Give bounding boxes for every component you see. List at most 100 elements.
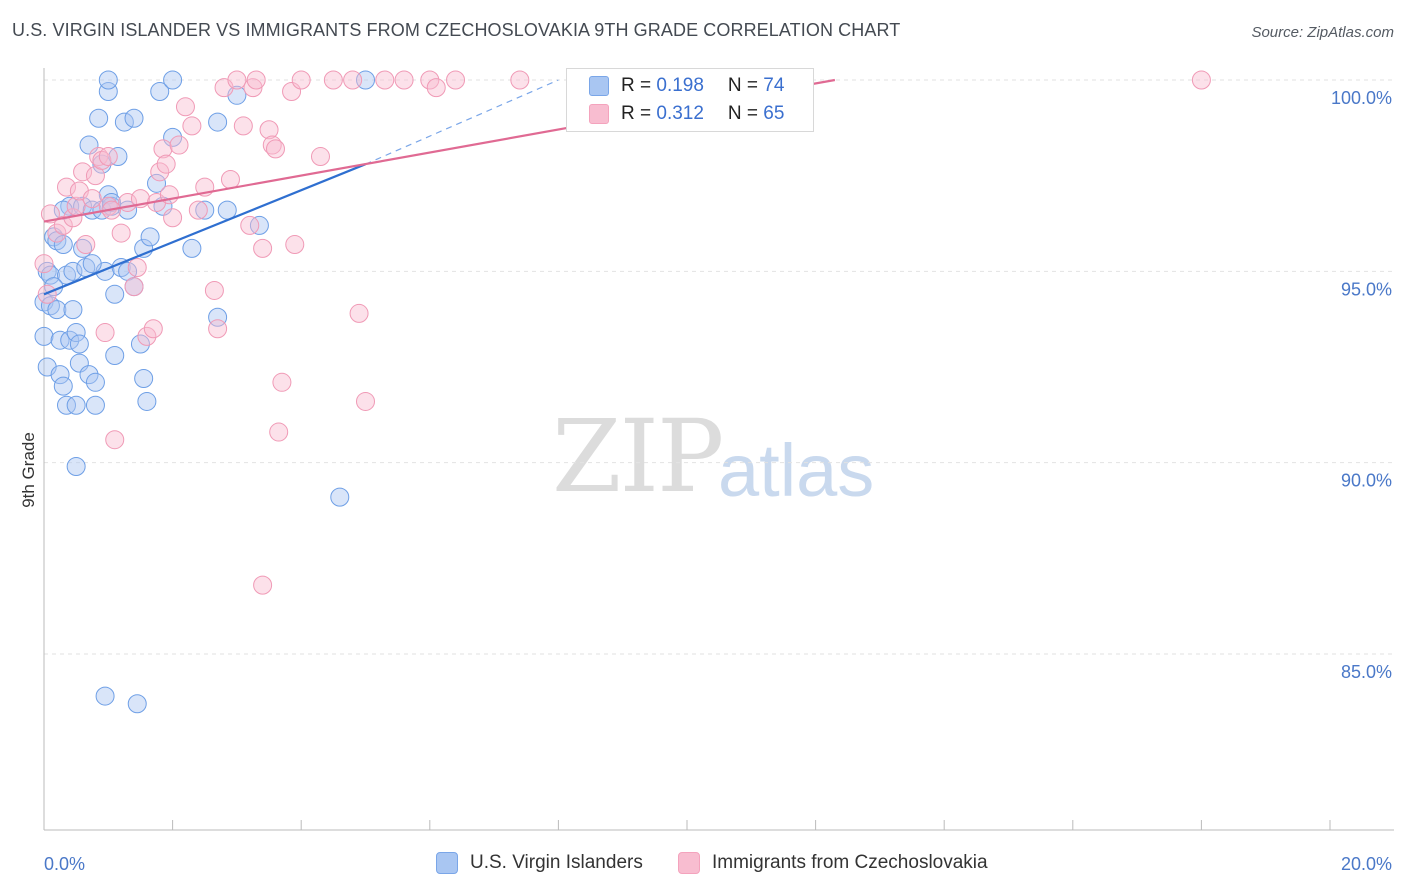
x-tick-label: 20.0%	[1341, 854, 1392, 874]
point-czechoslovakia	[426, 78, 446, 98]
point-czechoslovakia	[510, 70, 530, 90]
data-points	[34, 70, 1211, 714]
point-czechoslovakia	[163, 208, 183, 228]
point-czechoslovakia	[265, 139, 285, 159]
point-czechoslovakia	[259, 120, 279, 140]
series-legend: U.S. Virgin Islanders Immigrants from Cz…	[0, 852, 1406, 878]
point-czechoslovakia	[375, 70, 395, 90]
point-czechoslovakia	[137, 326, 157, 346]
point-virgin-islanders	[102, 192, 122, 212]
legend-row-czechoslovakia: R = 0.312 N = 65	[589, 101, 784, 127]
correlation-legend: R = 0.198 N = 74 R = 0.312 N = 65	[566, 68, 814, 132]
point-virgin-islanders	[105, 284, 125, 304]
point-czechoslovakia	[73, 162, 93, 182]
point-virgin-islanders	[134, 368, 154, 388]
point-virgin-islanders	[114, 112, 134, 132]
point-czechoslovakia	[95, 323, 115, 343]
point-czechoslovakia	[291, 70, 311, 90]
y-tick-label: 85.0%	[1341, 662, 1392, 682]
point-czechoslovakia	[156, 154, 176, 174]
point-virgin-islanders	[53, 376, 73, 396]
point-virgin-islanders	[195, 200, 215, 220]
legend-n-label: N =	[727, 75, 764, 96]
point-czechoslovakia	[446, 70, 466, 90]
point-czechoslovakia	[253, 575, 273, 595]
point-czechoslovakia	[227, 70, 247, 90]
point-virgin-islanders	[330, 487, 350, 507]
legend-r-label: R =	[621, 103, 657, 124]
series-legend-label: Immigrants from Czechoslovakia	[712, 852, 988, 873]
point-virgin-islanders	[85, 395, 105, 415]
point-virgin-islanders	[85, 372, 105, 392]
point-czechoslovakia	[98, 147, 118, 167]
point-czechoslovakia	[53, 215, 73, 235]
point-czechoslovakia	[143, 319, 163, 339]
point-czechoslovakia	[310, 147, 330, 167]
point-czechoslovakia	[175, 97, 195, 117]
point-czechoslovakia	[127, 258, 147, 278]
point-czechoslovakia	[356, 391, 375, 411]
point-virgin-islanders	[208, 307, 228, 327]
point-virgin-islanders	[66, 395, 86, 415]
trend-line-virgin-islanders	[43, 163, 366, 296]
point-czechoslovakia	[323, 70, 343, 90]
point-virgin-islanders	[140, 227, 160, 247]
point-czechoslovakia	[262, 135, 282, 155]
point-czechoslovakia	[169, 135, 189, 155]
series-legend-label: U.S. Virgin Islanders	[470, 852, 643, 873]
point-czechoslovakia	[105, 430, 125, 450]
y-tick-label: 100.0%	[1331, 88, 1392, 108]
point-czechoslovakia	[343, 70, 363, 90]
series-swatch-blue	[436, 852, 458, 874]
point-czechoslovakia	[150, 162, 170, 182]
point-czechoslovakia	[57, 177, 77, 197]
series-legend-item-czechoslovakia: Immigrants from Czechoslovakia	[678, 852, 988, 874]
point-czechoslovakia	[1191, 70, 1211, 90]
watermark-zip: ZIP	[552, 398, 724, 515]
legend-r-value: 0.312	[656, 103, 704, 124]
point-czechoslovakia	[269, 422, 289, 442]
series-swatch-pink	[678, 852, 700, 874]
point-virgin-islanders	[105, 346, 125, 366]
point-czechoslovakia	[204, 280, 224, 300]
point-czechoslovakia	[124, 277, 144, 297]
legend-n-value: 65	[763, 103, 785, 124]
point-virgin-islanders	[40, 265, 60, 285]
point-virgin-islanders	[98, 185, 118, 205]
x-tick-label: 0.0%	[44, 854, 85, 874]
point-czechoslovakia	[47, 223, 67, 243]
point-virgin-islanders	[34, 326, 54, 346]
point-virgin-islanders	[73, 238, 93, 258]
point-virgin-islanders	[124, 108, 144, 128]
point-virgin-islanders	[47, 300, 67, 320]
point-virgin-islanders	[147, 173, 167, 193]
point-czechoslovakia	[66, 196, 86, 216]
point-czechoslovakia	[208, 319, 228, 339]
point-czechoslovakia	[272, 372, 292, 392]
y-axis-label: 9th Grade	[19, 432, 38, 508]
point-czechoslovakia	[246, 70, 266, 90]
point-virgin-islanders	[95, 686, 115, 706]
point-virgin-islanders	[66, 323, 86, 343]
point-czechoslovakia	[76, 235, 96, 255]
point-czechoslovakia	[182, 116, 202, 136]
legend-row-virgin-islanders: R = 0.198 N = 74	[589, 73, 784, 99]
point-virgin-islanders	[79, 365, 99, 385]
grid-lines	[44, 79, 1394, 655]
trend-extension-virgin-islanders	[365, 79, 559, 165]
point-czechoslovakia	[34, 254, 54, 274]
source-label: Source: ZipAtlas.com	[1251, 24, 1394, 41]
point-czechoslovakia	[37, 284, 57, 304]
point-virgin-islanders	[208, 112, 228, 132]
point-virgin-islanders	[63, 300, 83, 320]
point-virgin-islanders	[82, 254, 102, 274]
point-virgin-islanders	[130, 334, 150, 354]
point-czechoslovakia	[153, 139, 173, 159]
point-virgin-islanders	[150, 81, 170, 101]
point-virgin-islanders	[53, 235, 73, 255]
point-virgin-islanders	[137, 391, 157, 411]
point-virgin-islanders	[63, 261, 83, 281]
point-virgin-islanders	[50, 330, 70, 350]
point-czechoslovakia	[82, 189, 102, 209]
